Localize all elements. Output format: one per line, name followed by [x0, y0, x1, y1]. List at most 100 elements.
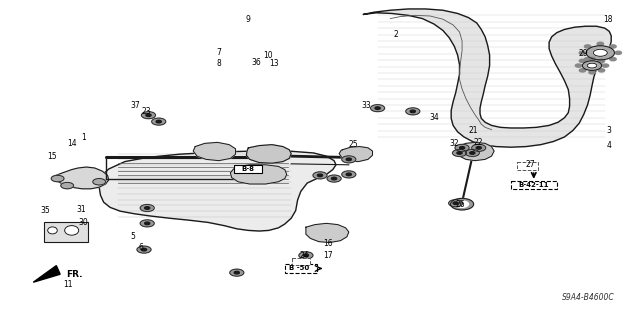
- Circle shape: [610, 58, 616, 61]
- Text: 5: 5: [131, 232, 136, 241]
- Circle shape: [141, 112, 156, 119]
- Circle shape: [575, 64, 582, 67]
- Text: 3: 3: [607, 126, 612, 135]
- Ellipse shape: [48, 227, 58, 234]
- Text: 1: 1: [81, 133, 86, 142]
- Circle shape: [579, 51, 586, 54]
- Circle shape: [584, 58, 591, 61]
- Circle shape: [470, 152, 475, 154]
- Text: B-42-11: B-42-11: [518, 182, 549, 188]
- Polygon shape: [339, 147, 372, 162]
- Polygon shape: [99, 151, 336, 231]
- Text: 13: 13: [269, 60, 279, 68]
- Text: 36: 36: [251, 58, 261, 67]
- FancyBboxPatch shape: [517, 162, 538, 170]
- Text: 21: 21: [469, 126, 478, 135]
- Polygon shape: [306, 223, 349, 243]
- Text: 9: 9: [246, 15, 251, 24]
- FancyBboxPatch shape: [234, 165, 262, 173]
- Text: 27: 27: [525, 160, 535, 169]
- Circle shape: [327, 175, 341, 182]
- Circle shape: [457, 152, 462, 154]
- Circle shape: [137, 246, 151, 253]
- Text: 10: 10: [262, 51, 273, 60]
- Circle shape: [145, 207, 150, 209]
- Text: 26: 26: [456, 200, 466, 209]
- Text: FR.: FR.: [67, 270, 83, 279]
- Circle shape: [597, 42, 604, 45]
- Circle shape: [452, 149, 467, 156]
- Polygon shape: [33, 266, 60, 282]
- Circle shape: [375, 107, 380, 109]
- Circle shape: [303, 254, 308, 257]
- Text: 2: 2: [393, 30, 398, 39]
- FancyBboxPatch shape: [285, 264, 317, 273]
- Circle shape: [598, 59, 605, 62]
- Circle shape: [588, 63, 596, 68]
- Polygon shape: [458, 142, 494, 161]
- Circle shape: [406, 108, 420, 115]
- FancyBboxPatch shape: [511, 181, 557, 189]
- Text: 35: 35: [40, 206, 50, 215]
- Circle shape: [460, 147, 465, 149]
- Circle shape: [156, 120, 161, 123]
- Polygon shape: [193, 142, 236, 161]
- Circle shape: [602, 64, 609, 67]
- Circle shape: [93, 179, 106, 185]
- Circle shape: [465, 149, 479, 156]
- Circle shape: [610, 45, 616, 48]
- Circle shape: [342, 171, 356, 178]
- Circle shape: [449, 200, 463, 207]
- Text: 7: 7: [216, 48, 221, 57]
- Circle shape: [51, 175, 64, 182]
- Polygon shape: [364, 9, 611, 147]
- Text: 30: 30: [78, 218, 88, 227]
- Text: 15: 15: [47, 152, 58, 161]
- Circle shape: [61, 182, 74, 189]
- Circle shape: [476, 147, 481, 149]
- Circle shape: [313, 172, 327, 179]
- Circle shape: [597, 60, 604, 63]
- Text: 4: 4: [607, 141, 612, 150]
- Text: S9A4-B4600C: S9A4-B4600C: [562, 293, 614, 302]
- Circle shape: [584, 45, 591, 48]
- Circle shape: [593, 49, 607, 56]
- Text: B-8: B-8: [242, 166, 255, 172]
- Circle shape: [579, 69, 586, 72]
- Circle shape: [230, 269, 244, 276]
- Text: 33: 33: [361, 101, 371, 110]
- Text: 6: 6: [138, 244, 143, 252]
- Text: 14: 14: [67, 140, 77, 148]
- Circle shape: [140, 204, 154, 212]
- Circle shape: [346, 173, 351, 176]
- Circle shape: [451, 198, 474, 210]
- Bar: [44, 222, 88, 242]
- Text: 17: 17: [323, 252, 333, 260]
- Circle shape: [589, 71, 595, 74]
- Circle shape: [615, 51, 621, 54]
- Text: 37: 37: [131, 101, 141, 110]
- Circle shape: [453, 202, 458, 204]
- Text: 23: 23: [141, 107, 151, 116]
- Ellipse shape: [65, 226, 79, 235]
- FancyBboxPatch shape: [292, 258, 310, 265]
- Text: 25: 25: [348, 140, 358, 149]
- Text: 16: 16: [323, 239, 333, 248]
- Polygon shape: [52, 167, 109, 189]
- Circle shape: [410, 110, 415, 113]
- Circle shape: [371, 105, 385, 112]
- Text: 24: 24: [299, 252, 309, 260]
- Circle shape: [586, 46, 614, 60]
- Text: 11: 11: [63, 280, 72, 289]
- Circle shape: [332, 177, 337, 180]
- Circle shape: [456, 201, 468, 207]
- Circle shape: [472, 144, 486, 151]
- Text: 18: 18: [604, 15, 612, 24]
- Circle shape: [582, 61, 602, 70]
- Text: 32: 32: [449, 140, 460, 148]
- Polygon shape: [230, 165, 287, 184]
- Text: B -50: B -50: [289, 266, 310, 271]
- Circle shape: [146, 114, 151, 116]
- Circle shape: [317, 174, 323, 177]
- Circle shape: [598, 69, 605, 72]
